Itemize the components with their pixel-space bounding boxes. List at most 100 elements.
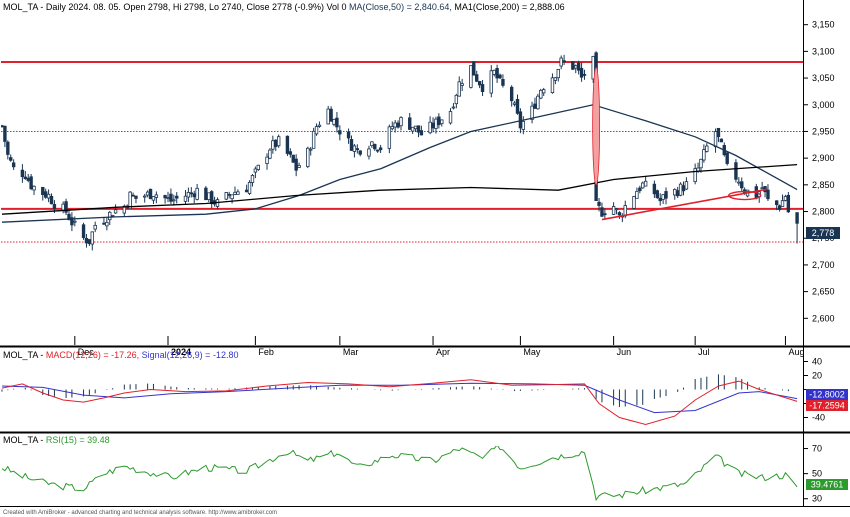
candle[interactable] [387,124,392,154]
candle[interactable] [224,191,228,201]
candle[interactable] [664,187,668,205]
candle[interactable] [204,186,208,201]
candle[interactable] [236,189,240,195]
candle[interactable] [795,212,799,244]
candle[interactable] [358,150,362,157]
candle[interactable] [148,188,153,200]
candle[interactable] [489,65,493,98]
candle[interactable] [29,173,33,191]
candle[interactable] [457,76,461,97]
candle[interactable] [134,195,138,204]
candle[interactable] [477,80,482,89]
candle[interactable] [693,163,697,185]
candle[interactable] [291,154,295,164]
candle[interactable] [297,162,301,169]
candle[interactable] [408,112,412,130]
candle[interactable] [638,185,642,194]
candle[interactable] [349,135,354,151]
candle[interactable] [329,106,333,122]
candle[interactable] [90,231,94,251]
candle[interactable] [189,187,194,198]
rsi-line[interactable] [1,445,798,502]
candle[interactable] [448,108,453,125]
candle[interactable] [550,73,555,94]
candle[interactable] [440,119,444,127]
candle[interactable] [3,125,7,148]
candle[interactable] [786,192,791,214]
candle[interactable] [20,164,25,183]
candle[interactable] [250,173,255,187]
candle[interactable] [32,185,36,195]
candle[interactable] [128,191,132,210]
candle[interactable] [93,221,97,233]
signal-line[interactable] [1,382,798,414]
candle[interactable] [539,88,543,100]
candle[interactable] [705,143,709,153]
candle[interactable] [183,189,188,205]
candle[interactable] [311,127,316,149]
candle[interactable] [256,164,260,171]
candle[interactable] [110,214,115,217]
candle[interactable] [702,144,706,163]
candle[interactable] [451,103,456,110]
candle[interactable] [582,69,587,80]
candle[interactable] [64,198,68,216]
candle[interactable] [306,146,310,169]
candle[interactable] [276,134,281,148]
macd-line[interactable] [1,379,798,426]
candle[interactable] [740,177,744,192]
candle[interactable] [536,93,540,110]
candle[interactable] [719,138,724,143]
candle[interactable] [498,73,502,80]
candle[interactable] [265,153,269,170]
candle[interactable] [699,158,703,173]
candle[interactable] [655,189,659,199]
candle[interactable] [9,154,13,162]
candle[interactable] [367,145,371,160]
candle[interactable] [495,64,499,83]
candle[interactable] [346,128,351,144]
candle[interactable] [643,176,648,187]
candle[interactable] [716,127,721,143]
candle[interactable] [469,65,473,89]
candle[interactable] [105,217,109,231]
candle[interactable] [154,191,159,204]
ma50-line[interactable] [1,104,798,223]
candle[interactable] [603,208,607,220]
candle[interactable] [600,202,604,218]
candle[interactable] [370,141,374,148]
candle[interactable] [143,193,147,203]
candle[interactable] [556,68,560,82]
candle[interactable] [230,194,234,204]
candle[interactable] [472,61,476,76]
ma200-line[interactable] [1,163,798,215]
candle[interactable] [81,222,86,240]
candle[interactable] [416,125,421,138]
candle[interactable] [530,101,534,124]
candle[interactable] [480,79,485,97]
candle[interactable] [247,180,252,196]
candle[interactable] [652,180,657,198]
candle[interactable] [355,144,360,154]
candle[interactable] [373,143,377,151]
candle[interactable] [460,78,464,92]
candle[interactable] [253,166,258,179]
candle[interactable] [515,94,520,115]
candle[interactable] [399,116,403,131]
price-panel[interactable] [0,0,803,345]
candle[interactable] [335,111,339,133]
candle[interactable] [678,182,683,197]
candle[interactable] [285,135,290,156]
candle[interactable] [23,170,27,180]
candle[interactable] [195,183,199,201]
candle[interactable] [338,125,342,141]
candle[interactable] [410,126,415,134]
candle[interactable] [454,93,459,109]
candle[interactable] [326,105,330,125]
candle[interactable] [317,121,322,128]
candle[interactable] [288,148,293,158]
highlight-ellipse[interactable] [727,190,762,201]
candle[interactable] [268,148,272,160]
candle[interactable] [614,207,619,215]
candle[interactable] [597,197,601,212]
